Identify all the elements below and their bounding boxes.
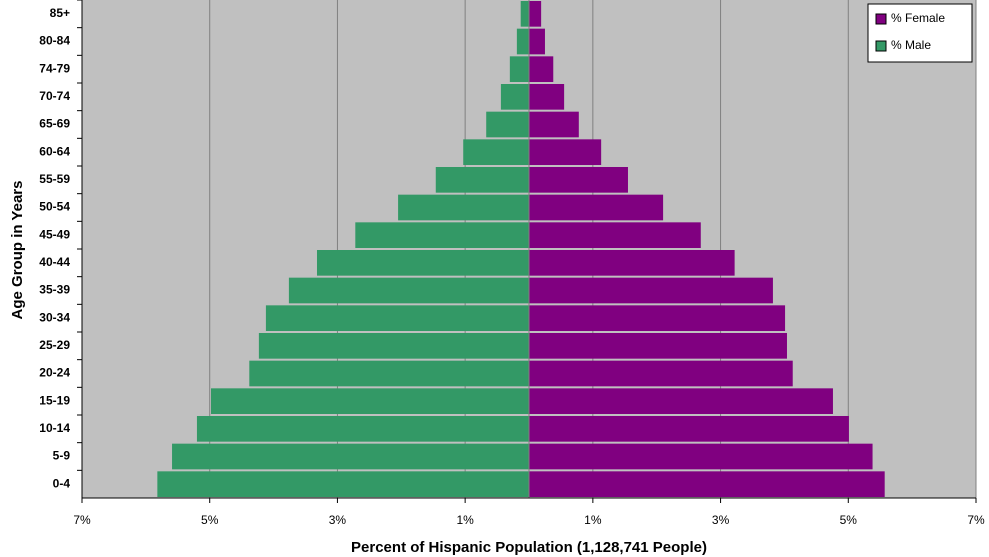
bar [529, 194, 664, 221]
bar [398, 194, 529, 221]
bar [316, 250, 529, 276]
legend-swatch [875, 13, 887, 25]
bar [529, 388, 833, 414]
y-tick-label: 20-24 [39, 366, 70, 380]
bar [288, 277, 529, 304]
legend-swatch [875, 40, 887, 52]
bar [157, 471, 529, 497]
bar [529, 471, 885, 497]
bar [529, 250, 735, 276]
y-tick-label: 50-54 [39, 200, 70, 214]
y-tick-label: 10-14 [39, 421, 70, 435]
y-tick-label: 70-74 [39, 89, 70, 103]
legend-label: % Female [891, 11, 945, 25]
y-tick-label: 80-84 [39, 34, 70, 48]
bar [529, 305, 786, 331]
y-tick-label: 5-9 [53, 449, 71, 463]
y-tick-label: 0-4 [53, 476, 71, 490]
y-tick-label: 15-19 [39, 393, 70, 407]
bar [520, 0, 529, 27]
bar [529, 56, 554, 82]
legend-label: % Male [891, 38, 931, 52]
bar [500, 84, 529, 110]
y-tick-label: 85+ [50, 6, 70, 20]
x-tick-label: 5% [201, 513, 219, 527]
bar [529, 0, 542, 27]
y-tick-label: 55-59 [39, 172, 70, 186]
y-tick-label: 60-64 [39, 144, 70, 158]
bar [265, 305, 529, 331]
y-tick-label: 65-69 [39, 117, 70, 131]
bar [210, 388, 529, 414]
x-tick-label: 3% [329, 513, 347, 527]
bar [258, 333, 529, 359]
x-tick-label: 1% [584, 513, 602, 527]
bar [529, 167, 628, 193]
x-tick-label: 1% [456, 513, 474, 527]
bar [529, 111, 579, 138]
bar [509, 56, 529, 82]
y-axis-title: Age Group in Years [9, 181, 26, 320]
bar [529, 333, 787, 359]
bar [463, 139, 529, 165]
bar [516, 28, 529, 55]
bar [529, 84, 565, 110]
x-tick-label: 7% [73, 513, 91, 527]
y-tick-label: 45-49 [39, 227, 70, 241]
bar [249, 360, 529, 387]
bar [529, 416, 849, 442]
y-tick-label: 35-39 [39, 283, 70, 297]
x-axis-title: Percent of Hispanic Population (1,128,74… [351, 539, 707, 556]
y-tick-label: 30-34 [39, 310, 70, 324]
y-tick-label: 74-79 [39, 61, 70, 75]
legend: % Female % Male [867, 3, 973, 63]
bar [172, 443, 529, 470]
bar [529, 360, 793, 387]
bar [435, 167, 529, 193]
y-tick-label: 25-29 [39, 338, 70, 352]
x-tick-label: 5% [840, 513, 858, 527]
bar [529, 277, 773, 304]
bar [529, 139, 602, 165]
x-tick-label: 7% [967, 513, 985, 527]
bar [529, 443, 873, 470]
bar [196, 416, 529, 442]
bar [529, 222, 701, 248]
x-tick-label: 3% [712, 513, 730, 527]
y-tick-label: 40-44 [39, 255, 70, 269]
bar [529, 28, 545, 55]
bar [355, 222, 529, 248]
bar [486, 111, 529, 138]
